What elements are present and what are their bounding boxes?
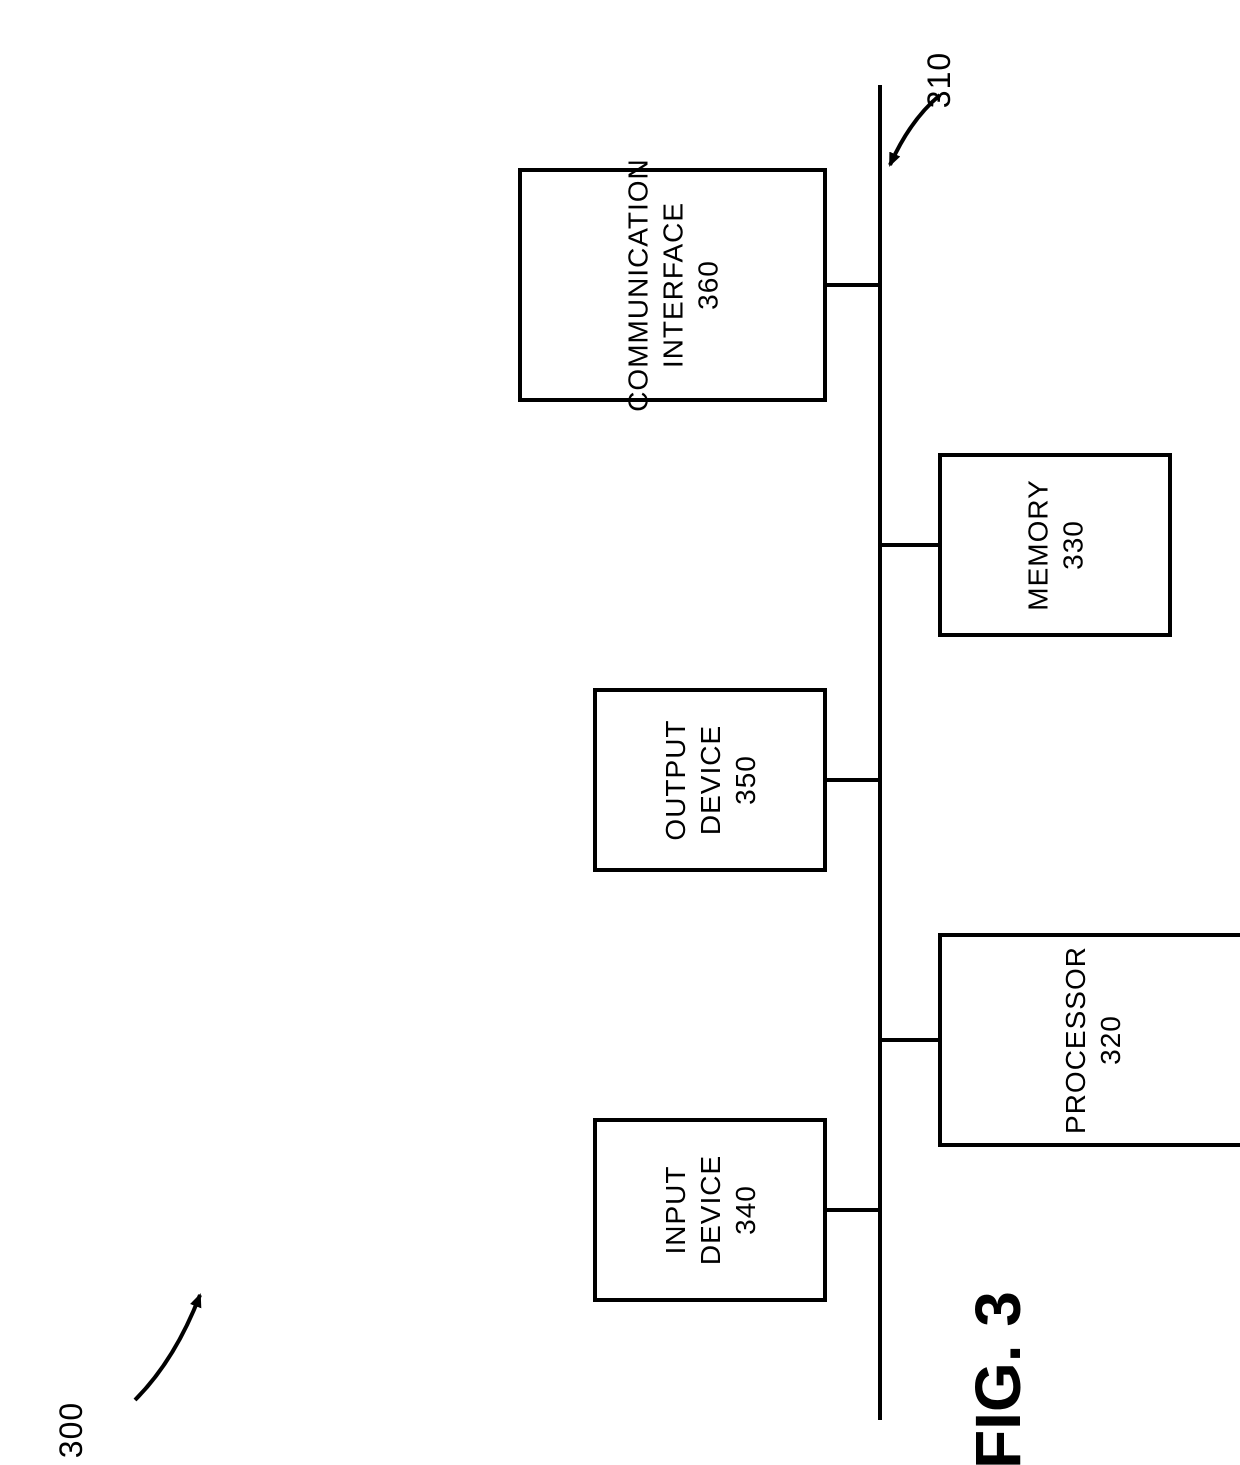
svg-text:OUTPUT: OUTPUT [660, 719, 691, 840]
svg-text:COMMUNICATION: COMMUNICATION [622, 158, 653, 412]
svg-text:INPUT: INPUT [660, 1166, 691, 1255]
svg-text:INTERFACE: INTERFACE [657, 202, 688, 368]
block-diagram: INPUTDEVICE340OUTPUTDEVICE350COMMUNICATI… [0, 0, 1240, 1465]
svg-text:320: 320 [1095, 1015, 1126, 1065]
svg-text:330: 330 [1057, 520, 1088, 570]
svg-text:FIG. 3: FIG. 3 [962, 1291, 1034, 1465]
svg-text:DEVICE: DEVICE [695, 1155, 726, 1265]
svg-text:360: 360 [692, 260, 723, 310]
svg-text:PROCESSOR: PROCESSOR [1060, 946, 1091, 1134]
bus-ref-label: 310 [921, 52, 957, 108]
svg-text:340: 340 [730, 1185, 761, 1235]
svg-text:300: 300 [53, 1402, 89, 1458]
svg-text:DEVICE: DEVICE [695, 725, 726, 835]
svg-text:310: 310 [921, 52, 957, 108]
system-ref-label: 300 [53, 1402, 89, 1458]
svg-text:MEMORY: MEMORY [1022, 479, 1053, 611]
box-memory [940, 455, 1170, 635]
figure-label: FIG. 3 [962, 1291, 1034, 1465]
svg-text:350: 350 [730, 755, 761, 805]
